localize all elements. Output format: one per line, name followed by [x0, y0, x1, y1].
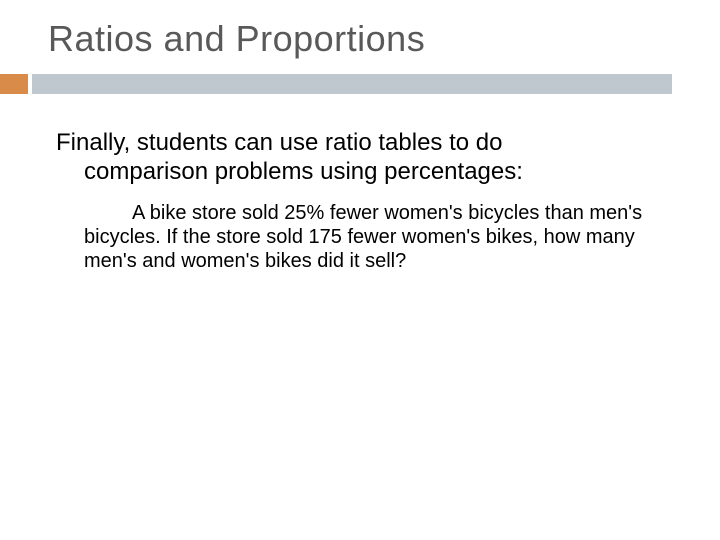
slide-title: Ratios and Proportions	[48, 18, 672, 60]
intro-paragraph: Finally, students can use ratio tables t…	[56, 128, 664, 187]
accent-bar	[0, 74, 28, 94]
slide: Ratios and Proportions Finally, students…	[0, 0, 720, 540]
divider-bar	[32, 74, 672, 94]
title-divider	[0, 74, 720, 94]
problem-text: A bike store sold 25% fewer women's bicy…	[84, 202, 642, 273]
problem-paragraph: A bike store sold 25% fewer women's bicy…	[56, 201, 664, 274]
intro-line-1: Finally, students can use ratio tables t…	[56, 129, 502, 156]
slide-body: Finally, students can use ratio tables t…	[48, 128, 672, 274]
intro-line-2: comparison problems using percentages:	[56, 157, 664, 186]
